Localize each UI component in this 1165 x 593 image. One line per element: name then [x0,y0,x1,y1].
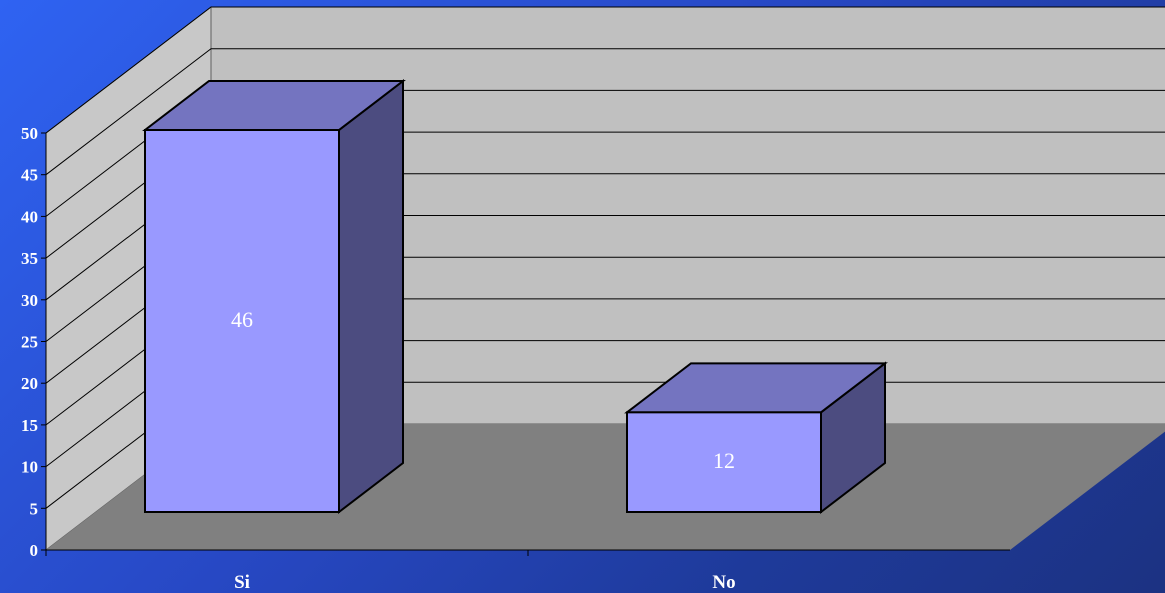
category-label: Si [234,572,250,593]
y-tick-label: 20 [21,374,38,393]
data-label: 46 [231,307,253,332]
labels: 0 5 10 15 20 25 30 35 40 45 50 46 Si 12 No [21,124,736,593]
bars [142,78,888,515]
bar-side-face [338,78,404,515]
y-tick-label: 10 [21,458,38,477]
gridline [45,6,1165,134]
y-tick-label: 30 [21,291,38,310]
data-label: 12 [713,448,735,473]
y-tick-label: 15 [21,416,38,435]
y-tick-label: 0 [30,541,39,560]
category-label: No [712,572,735,593]
bar-no [624,361,888,515]
y-tick-label: 25 [21,333,38,352]
y-tick-label: 40 [21,207,38,226]
bar-front-face [626,411,822,514]
y-tick-label: 45 [21,166,38,185]
bar-front-face [144,129,340,513]
axes [41,132,1010,556]
gridline [45,48,1165,176]
y-tick-label: 50 [21,124,38,143]
y-tick-label: 5 [30,499,39,518]
y-tick-label: 35 [21,249,38,268]
bar-si [142,78,406,515]
